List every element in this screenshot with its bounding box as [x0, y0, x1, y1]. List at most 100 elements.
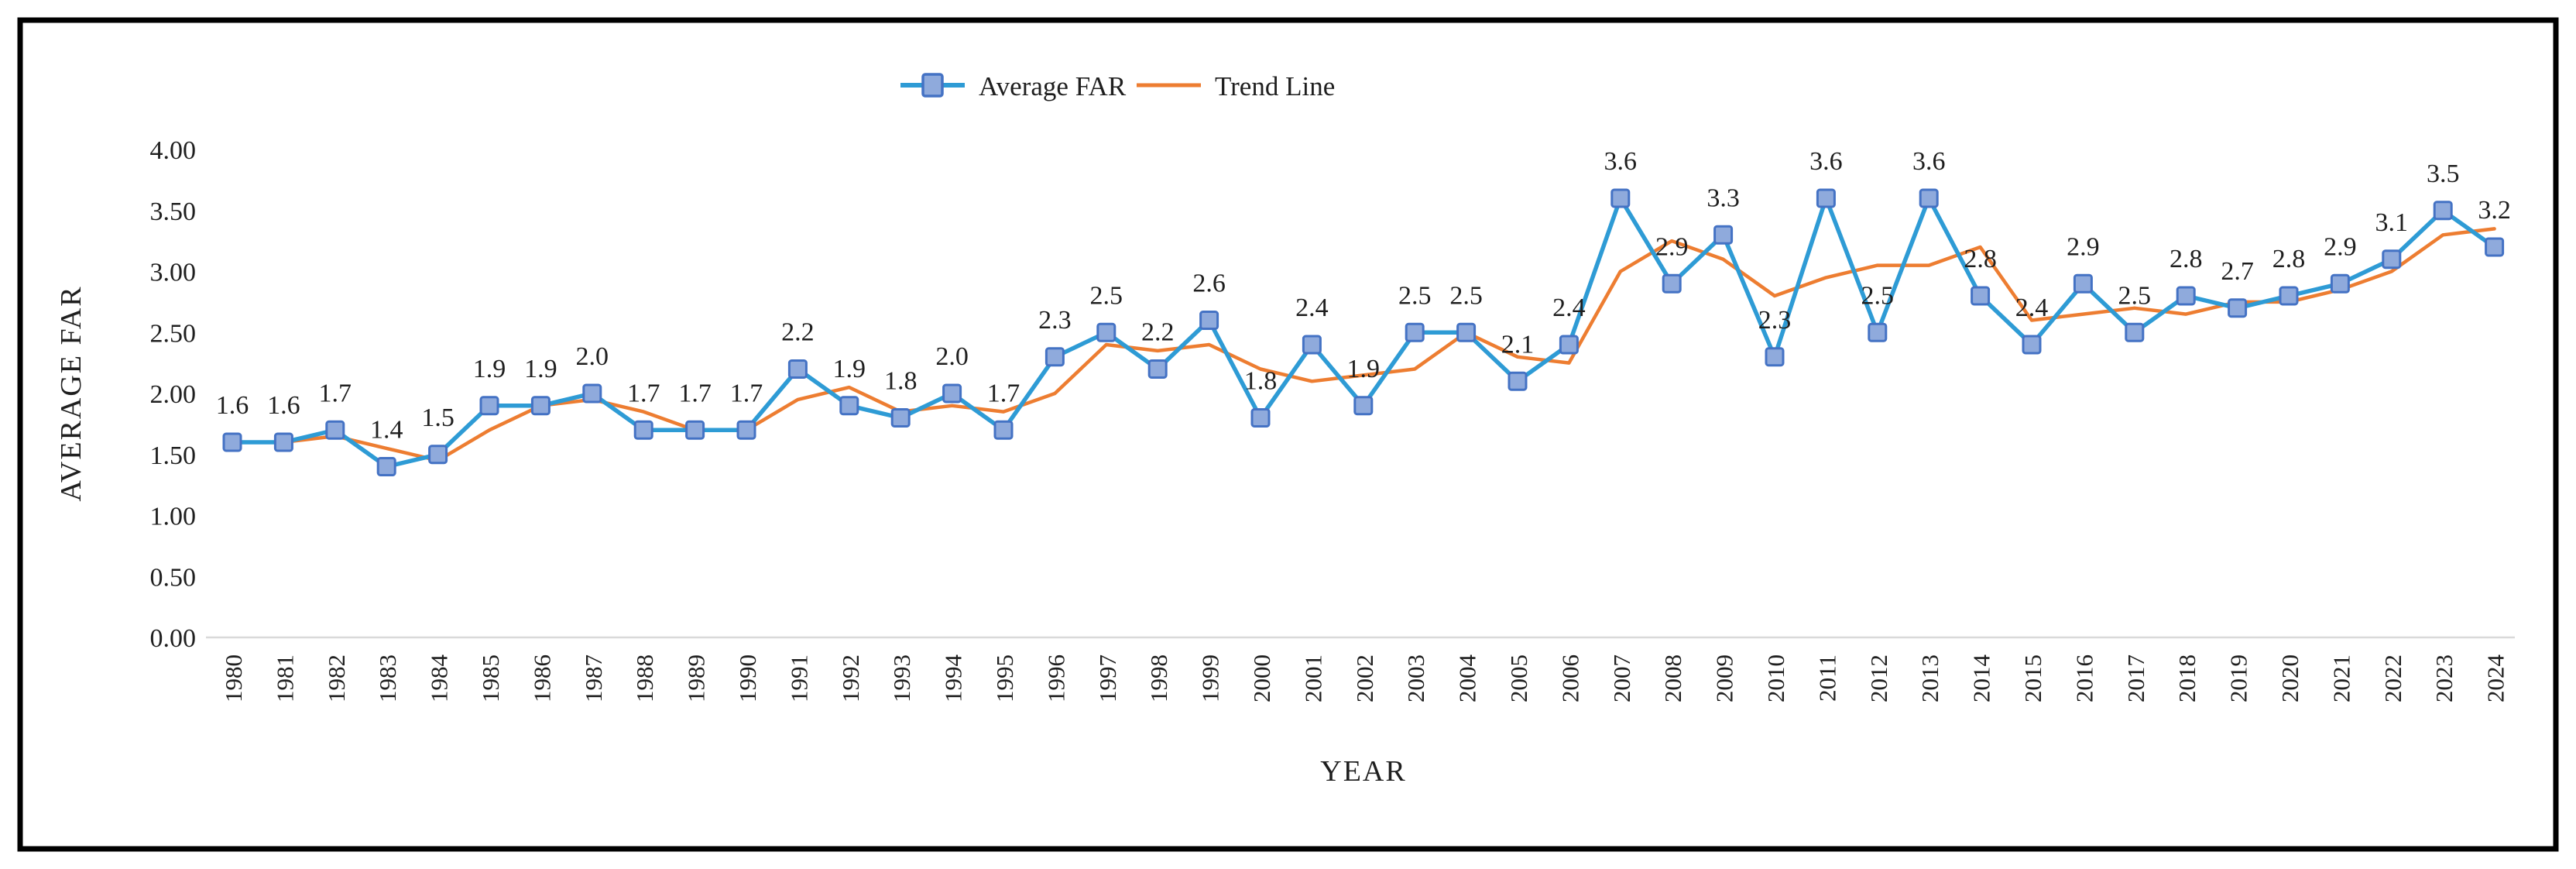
data-point-label: 3.6 — [1809, 147, 1843, 176]
data-point-label: 2.3 — [1758, 306, 1792, 335]
data-point-label: 2.8 — [2170, 245, 2203, 273]
data-point-label: 2.4 — [1552, 294, 1586, 322]
data-point-label: 1.9 — [1347, 355, 1381, 383]
x-tick-label: 2022 — [2379, 654, 2406, 702]
data-point-marker — [942, 383, 962, 404]
data-point-label: 1.6 — [267, 391, 300, 420]
data-point-label: 2.9 — [1655, 232, 1689, 261]
x-tick-label: 2023 — [2430, 654, 2458, 702]
x-tick-label: 1997 — [1094, 654, 1121, 702]
x-tick-label: 1980 — [220, 654, 247, 702]
x-tick-label: 2006 — [1556, 654, 1583, 702]
x-tick-label: 2005 — [1505, 654, 1532, 702]
x-tick-label: 2004 — [1454, 654, 1481, 703]
x-tick-label: 1996 — [1042, 654, 1069, 702]
data-point-marker — [222, 432, 242, 452]
data-point-label: 1.7 — [319, 379, 352, 407]
x-tick-label: 2017 — [2122, 654, 2149, 702]
x-tick-label: 2018 — [2173, 654, 2200, 702]
y-tick-label: 2.00 — [150, 380, 197, 409]
data-point-label: 2.5 — [2118, 281, 2152, 310]
data-point-label: 3.1 — [2375, 208, 2409, 237]
data-point-marker — [428, 445, 448, 465]
data-point-label: 3.6 — [1604, 147, 1638, 176]
data-point-label: 3.5 — [2427, 160, 2460, 188]
data-point-label: 2.0 — [935, 342, 969, 371]
data-point-label: 1.6 — [216, 391, 249, 420]
data-point-marker — [1044, 347, 1065, 367]
x-axis-tick-labels: 1980 1981 1982 1983 1984 1985 1986 1987 1988 1989… — [220, 654, 2509, 703]
x-tick-label: 2010 — [1762, 654, 1789, 702]
data-point-marker — [1559, 335, 1579, 355]
data-point-marker — [890, 408, 911, 428]
x-tick-label: 2015 — [2019, 654, 2046, 702]
x-tick-label: 2001 — [1299, 654, 1326, 702]
data-point-marker — [2279, 286, 2299, 306]
data-point-label: 3.6 — [1912, 147, 1946, 176]
x-tick-label: 1995 — [991, 654, 1018, 702]
y-tick-label: 1.50 — [150, 441, 197, 470]
chart-legend: Average FAR Trend Line — [900, 71, 1335, 101]
data-point-label: 2.5 — [1449, 281, 1483, 310]
y-tick-label: 2.50 — [150, 319, 197, 348]
x-tick-label: 1994 — [940, 654, 967, 703]
data-point-marker — [376, 457, 396, 476]
data-point-marker — [1096, 322, 1116, 342]
x-tick-label: 1989 — [683, 654, 710, 702]
x-tick-label: 2014 — [1968, 654, 1995, 703]
x-tick-label: 2002 — [1351, 654, 1378, 702]
legend-average-far-label: Average FAR — [979, 71, 1127, 101]
data-point-marker — [1353, 396, 1374, 416]
x-tick-label: 1982 — [323, 654, 350, 702]
data-point-label: 2.8 — [1964, 245, 1997, 273]
data-point-marker — [2433, 201, 2453, 221]
y-tick-label: 4.00 — [150, 136, 197, 165]
data-point-marker — [325, 420, 345, 440]
average-far-markers — [222, 188, 2505, 476]
x-tick-label: 2008 — [1659, 654, 1686, 702]
average-far-line-path — [230, 196, 2497, 469]
data-point-label: 1.9 — [524, 355, 557, 383]
figure-border — [17, 17, 2559, 852]
data-point-label: 1.7 — [730, 379, 763, 407]
data-point-marker — [582, 383, 602, 404]
data-point-label: 2.5 — [1398, 281, 1432, 310]
x-tick-label: 1990 — [734, 654, 761, 702]
data-point-marker — [1199, 311, 1219, 330]
data-point-label: 2.9 — [2067, 232, 2100, 261]
legend-average-far-marker — [921, 73, 944, 98]
data-point-marker — [1405, 322, 1425, 342]
data-point-marker — [1456, 322, 1477, 342]
data-point-marker — [1508, 371, 1528, 391]
x-tick-label: 2020 — [2276, 654, 2303, 702]
x-tick-label: 2011 — [1813, 654, 1840, 702]
data-point-marker — [2073, 273, 2093, 294]
data-point-marker — [1971, 286, 1991, 306]
data-point-marker — [1919, 188, 1939, 208]
x-tick-label: 1999 — [1197, 654, 1224, 702]
data-point-marker — [839, 396, 859, 416]
data-point-label: 2.5 — [1090, 281, 1123, 310]
x-tick-label: 1988 — [631, 654, 658, 702]
trend-line-series — [282, 227, 2496, 462]
data-point-marker — [685, 420, 705, 440]
legend-trend-line-label: Trend Line — [1215, 71, 1335, 101]
x-tick-label: 2009 — [1711, 654, 1738, 702]
data-point-marker — [787, 359, 808, 379]
data-point-marker — [1302, 335, 1322, 355]
x-tick-label: 1991 — [785, 654, 812, 702]
data-point-marker — [633, 420, 653, 440]
data-point-label: 2.2 — [781, 318, 815, 347]
data-point-labels: 1.6 1.6 1.7 1.4 1.5 1.9 1.9 2.0 1.7 1.7 1.7 2.2 1.9 1… — [216, 147, 2511, 445]
data-point-marker — [1713, 225, 1734, 245]
data-point-marker — [1662, 273, 1682, 294]
data-point-label: 2.0 — [576, 342, 609, 371]
data-point-label: 1.7 — [627, 379, 660, 407]
data-point-marker — [1147, 359, 1168, 379]
x-tick-label: 2013 — [1916, 654, 1943, 702]
x-tick-label: 2016 — [2070, 654, 2098, 702]
x-axis-title: YEAR — [1320, 755, 1406, 788]
y-axis-title: AVERAGE FAR — [55, 285, 87, 501]
